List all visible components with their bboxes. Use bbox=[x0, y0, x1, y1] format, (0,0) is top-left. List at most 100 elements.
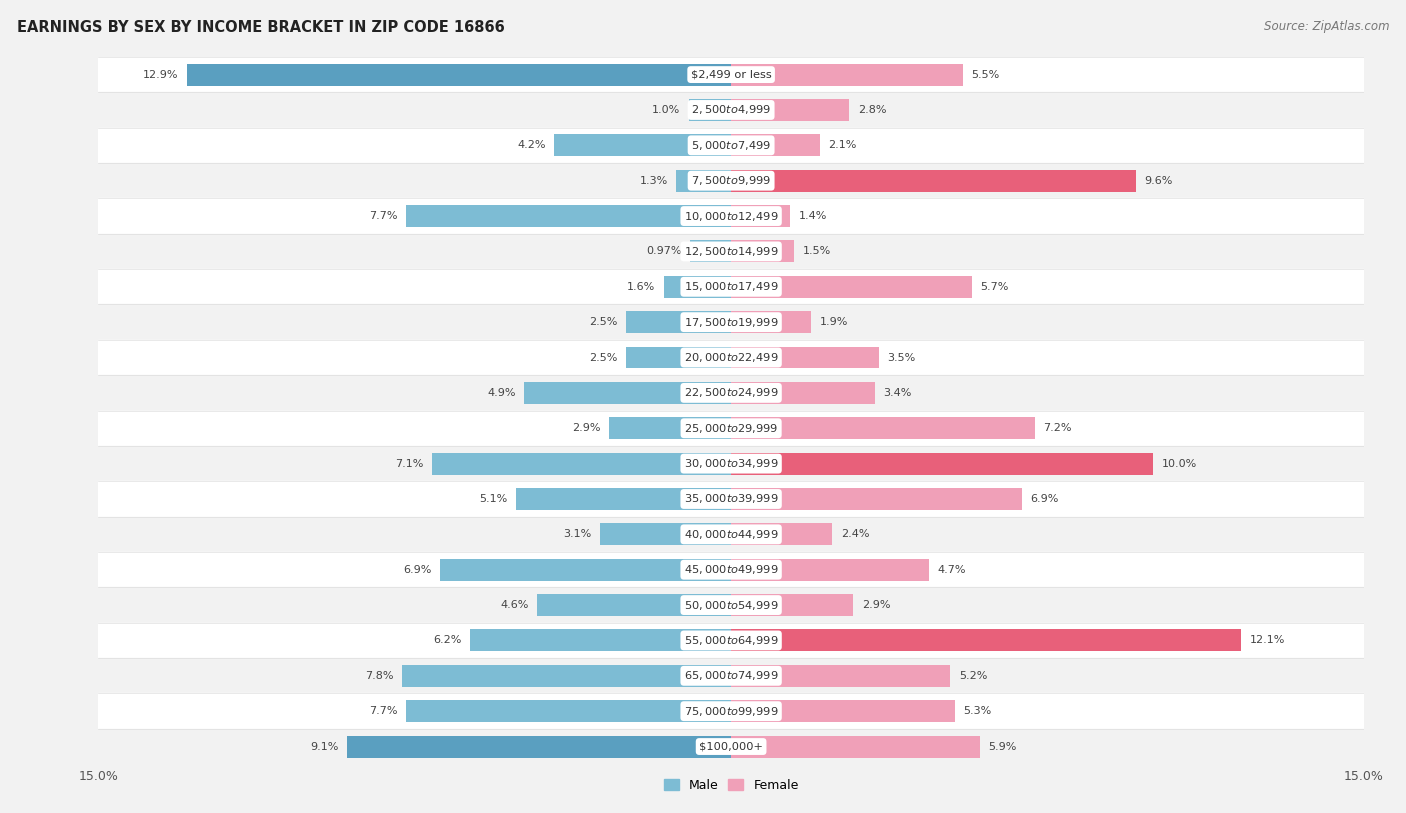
Text: $2,500 to $4,999: $2,500 to $4,999 bbox=[692, 103, 770, 116]
Bar bbox=[98, 376, 1364, 411]
Text: $100,000+: $100,000+ bbox=[699, 741, 763, 751]
Text: 1.5%: 1.5% bbox=[803, 246, 831, 256]
Bar bbox=[187, 63, 731, 85]
Text: $25,000 to $29,999: $25,000 to $29,999 bbox=[683, 422, 779, 435]
Bar bbox=[98, 269, 1364, 304]
Bar bbox=[516, 488, 731, 510]
Bar bbox=[98, 446, 1364, 481]
Bar bbox=[98, 693, 1364, 729]
Bar bbox=[731, 205, 790, 227]
Text: 3.4%: 3.4% bbox=[883, 388, 911, 398]
Text: $75,000 to $99,999: $75,000 to $99,999 bbox=[683, 705, 779, 718]
Text: 4.6%: 4.6% bbox=[501, 600, 529, 610]
Text: 7.7%: 7.7% bbox=[370, 706, 398, 716]
Text: 2.1%: 2.1% bbox=[828, 141, 856, 150]
Bar bbox=[626, 346, 731, 368]
Text: $45,000 to $49,999: $45,000 to $49,999 bbox=[683, 563, 779, 576]
Bar bbox=[98, 552, 1364, 587]
Bar bbox=[98, 517, 1364, 552]
Text: $40,000 to $44,999: $40,000 to $44,999 bbox=[683, 528, 779, 541]
Text: 5.3%: 5.3% bbox=[963, 706, 991, 716]
Bar bbox=[554, 134, 731, 156]
Text: 2.9%: 2.9% bbox=[572, 424, 600, 433]
Text: $17,500 to $19,999: $17,500 to $19,999 bbox=[683, 315, 779, 328]
Bar bbox=[609, 417, 731, 439]
Text: 2.4%: 2.4% bbox=[841, 529, 869, 539]
Bar bbox=[440, 559, 731, 580]
Bar bbox=[98, 411, 1364, 446]
Bar bbox=[731, 63, 963, 85]
Bar bbox=[524, 382, 731, 404]
Text: $22,500 to $24,999: $22,500 to $24,999 bbox=[683, 386, 779, 399]
Bar bbox=[470, 629, 731, 651]
Bar bbox=[731, 241, 794, 263]
Text: 1.0%: 1.0% bbox=[652, 105, 681, 115]
Bar bbox=[731, 453, 1153, 475]
Text: 5.1%: 5.1% bbox=[479, 494, 508, 504]
Text: 1.4%: 1.4% bbox=[799, 211, 827, 221]
Bar bbox=[432, 453, 731, 475]
Bar bbox=[347, 736, 731, 758]
Text: 9.1%: 9.1% bbox=[311, 741, 339, 751]
Text: $15,000 to $17,499: $15,000 to $17,499 bbox=[683, 280, 779, 293]
Bar bbox=[626, 311, 731, 333]
Bar bbox=[98, 481, 1364, 517]
Bar bbox=[406, 700, 731, 722]
Bar bbox=[98, 233, 1364, 269]
Bar bbox=[731, 700, 955, 722]
Bar bbox=[731, 346, 879, 368]
Bar bbox=[731, 276, 972, 298]
Text: $50,000 to $54,999: $50,000 to $54,999 bbox=[683, 598, 779, 611]
Bar bbox=[98, 623, 1364, 659]
Text: $35,000 to $39,999: $35,000 to $39,999 bbox=[683, 493, 779, 506]
Text: Source: ZipAtlas.com: Source: ZipAtlas.com bbox=[1264, 20, 1389, 33]
Bar bbox=[731, 488, 1022, 510]
Text: 10.0%: 10.0% bbox=[1161, 459, 1197, 468]
Bar bbox=[689, 99, 731, 121]
Bar bbox=[98, 659, 1364, 693]
Bar bbox=[731, 594, 853, 616]
Bar bbox=[402, 665, 731, 687]
Bar bbox=[731, 736, 980, 758]
Bar bbox=[676, 170, 731, 192]
Text: 4.9%: 4.9% bbox=[488, 388, 516, 398]
Text: 12.9%: 12.9% bbox=[143, 70, 179, 80]
Text: $55,000 to $64,999: $55,000 to $64,999 bbox=[683, 634, 779, 647]
Text: $30,000 to $34,999: $30,000 to $34,999 bbox=[683, 457, 779, 470]
Bar bbox=[731, 311, 811, 333]
Bar bbox=[98, 340, 1364, 375]
Bar bbox=[731, 170, 1136, 192]
Bar bbox=[98, 163, 1364, 198]
Text: 2.5%: 2.5% bbox=[589, 317, 617, 327]
Text: EARNINGS BY SEX BY INCOME BRACKET IN ZIP CODE 16866: EARNINGS BY SEX BY INCOME BRACKET IN ZIP… bbox=[17, 20, 505, 35]
Bar bbox=[731, 134, 820, 156]
Text: 6.9%: 6.9% bbox=[1031, 494, 1059, 504]
Text: 7.8%: 7.8% bbox=[366, 671, 394, 680]
Text: 2.9%: 2.9% bbox=[862, 600, 890, 610]
Text: 5.2%: 5.2% bbox=[959, 671, 987, 680]
Text: $7,500 to $9,999: $7,500 to $9,999 bbox=[692, 174, 770, 187]
Text: $20,000 to $22,499: $20,000 to $22,499 bbox=[683, 351, 779, 364]
Text: $10,000 to $12,499: $10,000 to $12,499 bbox=[683, 210, 779, 223]
Text: 0.97%: 0.97% bbox=[647, 246, 682, 256]
Text: 5.5%: 5.5% bbox=[972, 70, 1000, 80]
Bar bbox=[98, 128, 1364, 163]
Bar bbox=[731, 382, 875, 404]
Bar bbox=[98, 729, 1364, 764]
Text: $65,000 to $74,999: $65,000 to $74,999 bbox=[683, 669, 779, 682]
Text: 6.9%: 6.9% bbox=[404, 565, 432, 575]
Text: 9.6%: 9.6% bbox=[1144, 176, 1173, 185]
Bar bbox=[731, 559, 929, 580]
Bar bbox=[690, 241, 731, 263]
Bar bbox=[731, 417, 1035, 439]
Bar bbox=[406, 205, 731, 227]
Text: 3.1%: 3.1% bbox=[564, 529, 592, 539]
Bar bbox=[731, 524, 832, 546]
Text: 2.5%: 2.5% bbox=[589, 353, 617, 363]
Text: 1.9%: 1.9% bbox=[820, 317, 848, 327]
Text: $5,000 to $7,499: $5,000 to $7,499 bbox=[692, 139, 770, 152]
Text: $12,500 to $14,999: $12,500 to $14,999 bbox=[683, 245, 779, 258]
Bar bbox=[731, 629, 1241, 651]
Text: 7.2%: 7.2% bbox=[1043, 424, 1071, 433]
Text: 1.3%: 1.3% bbox=[640, 176, 668, 185]
